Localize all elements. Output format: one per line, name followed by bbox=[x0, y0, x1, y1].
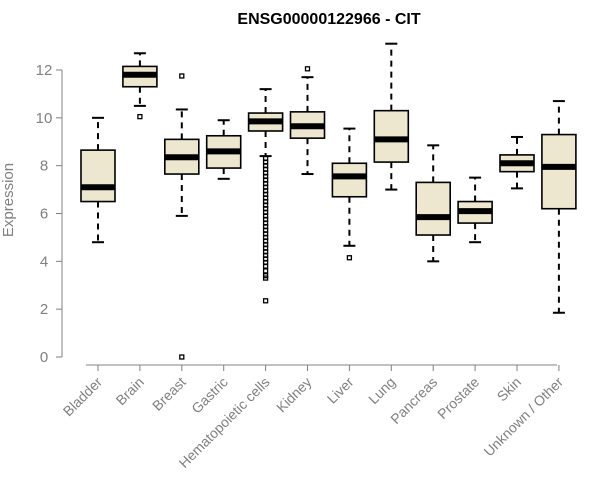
x-tick-label: Unknown / Other bbox=[480, 374, 566, 460]
y-tick-label: 2 bbox=[40, 301, 48, 318]
box-iqr bbox=[415, 181, 452, 236]
box-iqr bbox=[331, 162, 368, 198]
chart-title: ENSG00000122966 - CIT bbox=[237, 11, 420, 28]
x-tick-label: Liver bbox=[324, 374, 357, 407]
x-tick-label: Skin bbox=[494, 374, 525, 405]
box-group bbox=[80, 116, 116, 244]
y-tick-label: 4 bbox=[40, 253, 48, 270]
box-iqr bbox=[80, 149, 116, 203]
box-group bbox=[331, 127, 368, 261]
box-group bbox=[373, 42, 410, 191]
box-group bbox=[289, 66, 326, 176]
outlier-point bbox=[179, 354, 185, 360]
outlier-point bbox=[179, 73, 185, 79]
x-tick-label: Bladder bbox=[60, 374, 106, 420]
y-tick-label: 0 bbox=[40, 349, 48, 366]
y-tick-label: 6 bbox=[40, 206, 48, 223]
y-axis-ticks: 0 2 4 6 8 10 12 bbox=[36, 62, 62, 366]
box-group bbox=[164, 73, 200, 360]
box-group bbox=[499, 135, 535, 190]
box-group bbox=[122, 52, 158, 120]
box-group bbox=[415, 144, 452, 263]
outlier-point bbox=[304, 66, 311, 72]
y-axis-label: Expression bbox=[0, 163, 17, 237]
box-group bbox=[541, 100, 577, 314]
x-tick-label: Brain bbox=[113, 374, 147, 408]
x-tick-label: Kidney bbox=[273, 374, 315, 416]
y-tick-label: 12 bbox=[36, 62, 53, 79]
x-tick-label: Pancreas bbox=[387, 374, 440, 427]
outlier-point bbox=[346, 255, 353, 261]
outlier-point bbox=[262, 263, 269, 269]
y-tick-label: 10 bbox=[36, 110, 53, 127]
outlier-point bbox=[262, 268, 269, 274]
box-group bbox=[247, 88, 284, 304]
x-tick-label: Lung bbox=[365, 374, 398, 407]
y-tick-label: 8 bbox=[40, 158, 48, 175]
outlier-point bbox=[137, 113, 143, 120]
box-group bbox=[205, 119, 242, 180]
box-iqr bbox=[541, 133, 577, 210]
x-tick-label: Prostate bbox=[434, 374, 482, 422]
x-tick-label: Breast bbox=[149, 374, 189, 414]
outlier-point bbox=[262, 275, 269, 281]
outlier-point bbox=[262, 298, 269, 304]
boxplot-series bbox=[80, 42, 577, 360]
box-group bbox=[457, 176, 493, 244]
